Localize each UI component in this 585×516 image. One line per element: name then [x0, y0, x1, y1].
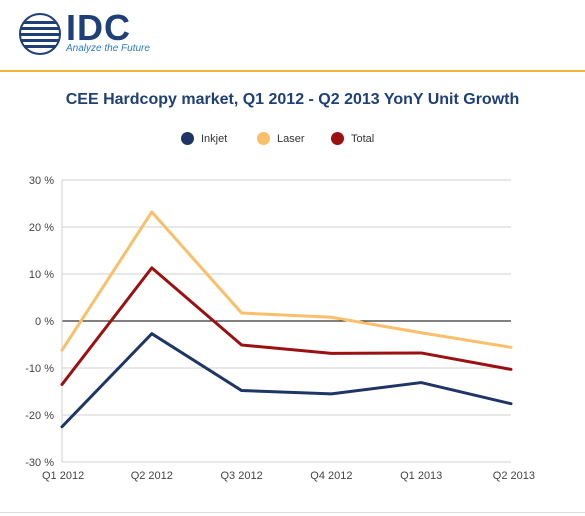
x-tick-label: Q2 2013: [493, 470, 535, 482]
legend-label-inkjet: Inkjet: [201, 132, 228, 145]
legend-marker-total: [331, 132, 344, 145]
series-line-laser: [60, 210, 513, 352]
x-tick-label: Q1 2013: [400, 470, 442, 482]
y-tick-label: 10 %: [29, 269, 54, 281]
series-line-inkjet: [60, 332, 513, 429]
x-tick-label: Q2 2012: [131, 470, 173, 482]
x-tick-label: Q3 2012: [220, 470, 262, 482]
header: IDC Analyze the Future: [0, 0, 585, 70]
legend-marker-laser: [257, 132, 270, 145]
y-tick-label: -20 %: [25, 410, 54, 422]
x-tick-label: Q1 2012: [42, 470, 84, 482]
legend-item-inkjet[interactable]: Inkjet: [181, 132, 227, 145]
legend-item-laser[interactable]: Laser: [257, 132, 305, 145]
x-tick-label: Q4 2012: [310, 470, 352, 482]
y-tick-label: 20 %: [29, 222, 54, 234]
brand-tagline: Analyze the Future: [66, 43, 150, 54]
footer-divider: [0, 512, 585, 513]
y-tick-label: 30 %: [29, 175, 54, 187]
y-tick-label: 0 %: [35, 316, 54, 328]
legend-label-total: Total: [351, 132, 375, 145]
legend-label-laser: Laser: [277, 132, 305, 145]
legend-marker-inkjet: [181, 132, 194, 145]
y-tick-label: -10 %: [25, 363, 54, 375]
legend-item-total[interactable]: Total: [331, 132, 374, 145]
chart-legend: Inkjet Laser Total: [0, 132, 585, 152]
chart-title: CEE Hardcopy market, Q1 2012 - Q2 2013 Y…: [65, 91, 520, 108]
y-tick-label: -30 %: [25, 457, 54, 469]
globe-logo-icon: [19, 13, 61, 55]
brand-name: IDC: [66, 7, 131, 48]
series-line-total: [60, 266, 513, 386]
header-divider: [0, 70, 585, 72]
